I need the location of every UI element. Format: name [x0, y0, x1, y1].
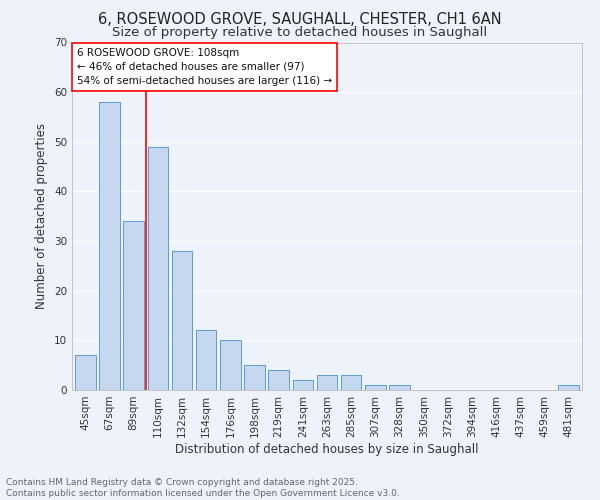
Bar [389, 385, 410, 390]
Bar [559, 385, 579, 390]
Bar [99, 102, 120, 390]
Bar [172, 251, 192, 390]
Bar [317, 375, 337, 390]
Text: 6 ROSEWOOD GROVE: 108sqm
← 46% of detached houses are smaller (97)
54% of semi-d: 6 ROSEWOOD GROVE: 108sqm ← 46% of detach… [77, 48, 332, 86]
Bar [293, 380, 313, 390]
Text: Contains HM Land Registry data © Crown copyright and database right 2025.
Contai: Contains HM Land Registry data © Crown c… [6, 478, 400, 498]
Bar [365, 385, 386, 390]
Text: Size of property relative to detached houses in Saughall: Size of property relative to detached ho… [112, 26, 488, 39]
Bar [124, 221, 144, 390]
Bar [341, 375, 361, 390]
Text: 6, ROSEWOOD GROVE, SAUGHALL, CHESTER, CH1 6AN: 6, ROSEWOOD GROVE, SAUGHALL, CHESTER, CH… [98, 12, 502, 28]
Bar [196, 330, 217, 390]
Bar [148, 147, 168, 390]
Bar [268, 370, 289, 390]
Y-axis label: Number of detached properties: Number of detached properties [35, 123, 49, 309]
X-axis label: Distribution of detached houses by size in Saughall: Distribution of detached houses by size … [175, 442, 479, 456]
Bar [75, 355, 95, 390]
Bar [220, 340, 241, 390]
Bar [244, 365, 265, 390]
